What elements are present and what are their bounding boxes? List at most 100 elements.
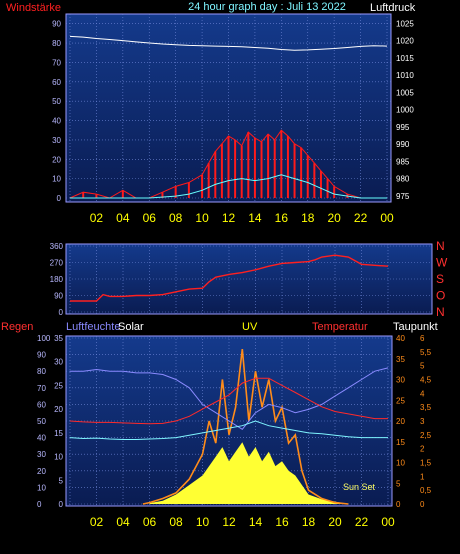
panel3-hour-labels: 02 04 06 08 10 12 14 16 18 20 22 00 <box>90 515 395 529</box>
solar-label: Solar <box>118 321 144 333</box>
left-temperature-tick: 30 <box>54 358 63 367</box>
direction-degree-tick: 0 <box>59 308 64 317</box>
hour-label: 12 <box>222 211 236 225</box>
uv-tick: 0,5 <box>420 486 432 495</box>
left-temperature-tick: 5 <box>59 476 64 485</box>
hour-label: 06 <box>143 515 157 529</box>
wind-average-line <box>70 174 387 199</box>
uv-tick: 5 <box>420 362 425 371</box>
left-temperature-tick: 25 <box>54 381 63 390</box>
uv-tick: 6 <box>420 334 425 343</box>
uv-tick: 1,5 <box>420 459 432 468</box>
hour-label: 04 <box>116 515 130 529</box>
pressure-tick: 985 <box>396 157 410 166</box>
pressure-tick: 1005 <box>396 88 414 97</box>
rain-tick: 90 <box>37 351 46 360</box>
uv-tick: 2 <box>420 445 425 454</box>
hour-label: 00 <box>381 515 395 529</box>
compass-tick: N <box>436 239 445 253</box>
hour-label: 20 <box>328 515 342 529</box>
rain-tick: 50 <box>37 417 46 426</box>
rain-tick: 80 <box>37 367 46 376</box>
humidity-line <box>70 367 389 430</box>
panel1-hour-labels: 02 04 06 08 10 12 14 16 18 20 22 00 <box>90 211 394 225</box>
right-temperature-tick: 30 <box>396 376 405 385</box>
hour-label: 08 <box>169 515 183 529</box>
uv-tick: 4 <box>420 389 425 398</box>
rain-tick: 100 <box>37 334 51 343</box>
pressure-tick: 980 <box>396 175 410 184</box>
graph-title: 24 hour graph day : Juli 13 2022 <box>188 1 346 13</box>
left-temperature-tick: 15 <box>54 429 63 438</box>
hour-label: 16 <box>275 211 289 225</box>
left-temperature-tick: 20 <box>54 405 63 414</box>
humidity-label: Luftfeuchte <box>66 321 120 333</box>
rain-label: Regen <box>1 321 33 333</box>
pressure-tick: 995 <box>396 123 410 132</box>
temperature-label: Temperatur <box>312 321 368 333</box>
pressure-tick: 1000 <box>396 106 414 115</box>
pressure-tick: 1020 <box>396 37 414 46</box>
hour-label: 10 <box>196 515 210 529</box>
hour-label: 22 <box>354 211 368 225</box>
wind-speed-tick: 70 <box>52 58 61 67</box>
wind-speed-tick: 90 <box>52 20 61 29</box>
pressure-tick: 990 <box>396 140 410 149</box>
sun-set-annotation: Sun Set <box>343 482 376 492</box>
hour-label: 18 <box>302 515 316 529</box>
right-temperature-tick: 25 <box>396 396 405 405</box>
compass-tick: N <box>436 305 445 319</box>
right-temperature-tick: 40 <box>396 334 405 343</box>
right-temperature-ticks: 40 35 30 25 20 15 10 5 0 <box>396 334 405 509</box>
compass-tick: W <box>436 256 448 270</box>
rain-tick: 0 <box>37 500 42 509</box>
dewpoint-label: Taupunkt <box>393 321 438 333</box>
left-temperature-tick: 0 <box>59 500 64 509</box>
left-temperature-tick: 35 <box>54 334 63 343</box>
hour-label: 06 <box>143 211 157 225</box>
uv-label: UV <box>242 321 258 333</box>
right-temperature-tick: 35 <box>396 355 405 364</box>
uv-tick: 1 <box>420 472 425 481</box>
wind-speed-tick: 0 <box>57 194 62 203</box>
hour-label: 02 <box>90 515 104 529</box>
direction-degree-tick: 180 <box>50 275 64 284</box>
hour-label: 02 <box>90 211 104 225</box>
direction-degree-tick: 90 <box>54 292 63 301</box>
wind-speed-tick: 30 <box>52 136 61 145</box>
dewpoint-line <box>69 420 388 440</box>
compass-tick: S <box>436 272 444 286</box>
uv-tick: 3,5 <box>420 403 432 412</box>
rain-tick: 70 <box>37 384 46 393</box>
right-temperature-tick: 0 <box>396 500 401 509</box>
uv-tick: 5,5 <box>420 348 432 357</box>
direction-degree-ticks: 360 270 180 90 0 <box>50 242 64 317</box>
wind-pressure-series <box>69 35 388 199</box>
right-temperature-tick: 15 <box>396 438 405 447</box>
direction-degree-tick: 360 <box>50 242 64 251</box>
rain-tick: 40 <box>37 434 46 443</box>
compass-tick: O <box>436 289 445 303</box>
solar-area <box>149 442 349 504</box>
wind-direction-line <box>70 254 389 302</box>
weather-series <box>69 349 389 505</box>
pressure-tick: 975 <box>396 192 410 201</box>
hour-label: 12 <box>222 515 236 529</box>
uv-ticks: 6 5,5 5 4,5 4 3,5 3 2,5 2 1,5 1 0,5 0 <box>420 334 432 509</box>
right-temperature-tick: 5 <box>396 479 401 488</box>
direction-series <box>70 254 389 302</box>
wind-speed-tick: 40 <box>52 117 61 126</box>
rain-tick: 10 <box>37 483 46 492</box>
hour-label: 14 <box>249 515 263 529</box>
right-temperature-tick: 10 <box>396 459 405 468</box>
hour-label: 10 <box>195 211 209 225</box>
wind-axis-label: Windstärke <box>6 2 61 14</box>
hour-label: 08 <box>169 211 183 225</box>
left-temperature-ticks: 35 30 25 20 15 10 5 0 <box>54 334 63 509</box>
hour-label: 00 <box>380 211 394 225</box>
hour-label: 14 <box>248 211 262 225</box>
wind-speed-tick: 50 <box>52 97 61 106</box>
rain-tick: 30 <box>37 450 46 459</box>
